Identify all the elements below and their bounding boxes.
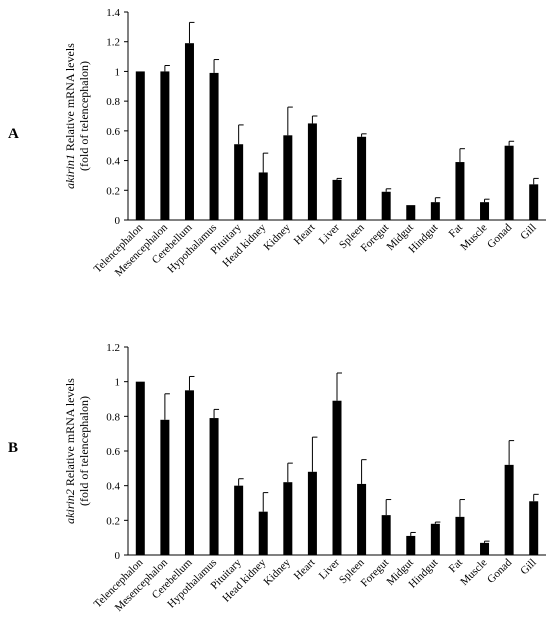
bar-telencephalon [135,381,145,555]
y-axis-title-text: Relative mRNA levels [63,43,77,154]
category-label: Gonad [485,556,515,586]
bar-mesencephalon [160,419,170,555]
bar-telencephalon [135,71,145,220]
y-axis-title-gene: akirin1 [63,154,77,189]
category-label: Heart [292,557,318,583]
y-tick-label: 0.4 [106,481,120,493]
bar-gill [529,184,539,220]
bar-foregut [381,515,391,555]
bar-hypothalamus [209,418,219,555]
category-label: Heart [292,222,318,248]
bar-midgut [406,535,416,555]
category-label: Muscle [458,557,489,588]
category-label: Kidney [262,221,294,253]
y-axis-title-line2: (fold of telencephalon) [77,396,91,506]
y-tick-label: 1.2 [106,37,120,49]
category-label: Gill [518,222,539,243]
y-tick-label: 0.2 [106,185,120,197]
y-axis-title: akirin2 Relative mRNA levels [63,378,77,524]
category-label: Gill [518,557,539,578]
bar-gill [529,501,539,555]
y-tick-label: 0.8 [106,411,120,423]
y-tick-label: 0.4 [106,156,120,168]
bar-pituitary [234,144,244,220]
y-axis-title: akirin1 Relative mRNA levels [63,43,77,189]
bar-pituitary [234,485,244,555]
bar-spleen [357,136,367,220]
y-axis-title-text: Relative mRNA levels [63,378,77,489]
category-label: Fat [447,557,465,575]
bar-heart [307,471,317,555]
y-tick-label: 0 [115,550,121,562]
bar-hindgut [430,202,440,220]
y-tick-label: 1.2 [106,342,120,354]
category-label: Foregut [359,557,392,590]
bar-spleen [357,483,367,555]
bar-gonad [504,464,514,555]
bar-gonad [504,145,514,220]
category-label: Kidney [262,556,294,588]
bar-liver [332,179,342,220]
bar-fat [455,162,465,220]
y-tick-label: 0.8 [106,96,120,108]
category-label: Fat [447,222,465,240]
panel-b-label: B [8,440,19,456]
y-tick-label: 0.6 [106,126,120,138]
y-tick-label: 1 [115,66,121,78]
bar-fat [455,516,465,555]
bar-heart [307,123,317,220]
panel-a-label: A [8,126,19,142]
chart-a: 0 0.2 0.4 0.6 0.8 1 1.2 1.4 akirin1 Relative mRN… [63,7,546,279]
category-label: Muscle [458,222,489,253]
y-tick-label: 0.2 [106,515,120,527]
y-tick-label: 0.6 [106,446,120,458]
bar-cerebellum [184,43,194,221]
bar-foregut [381,191,391,220]
chart-b: 0 0.2 0.4 0.6 0.8 1 1.2 akirin2 Relative mRNA l… [63,342,546,614]
bar-head-kidney [258,172,268,220]
bar-hindgut [430,523,440,555]
bar-kidney [283,135,293,220]
bar-head-kidney [258,511,268,555]
y-tick-label: 1.4 [106,7,120,19]
y-tick-label: 0 [115,215,121,227]
bar-kidney [283,482,293,555]
bar-mesencephalon [160,71,170,220]
bar-cerebellum [184,390,194,555]
bar-midgut [406,205,416,220]
bar-muscle [480,542,490,555]
category-label: Gonad [485,221,515,251]
bar-hypothalamus [209,72,219,221]
bar-muscle [480,202,490,220]
y-tick-label: 1 [115,377,121,389]
y-axis-title-gene: akirin2 [63,489,77,524]
y-axis-title-line2: (fold of telencephalon) [77,61,91,171]
category-label: Foregut [359,222,392,255]
bar-liver [332,400,342,555]
